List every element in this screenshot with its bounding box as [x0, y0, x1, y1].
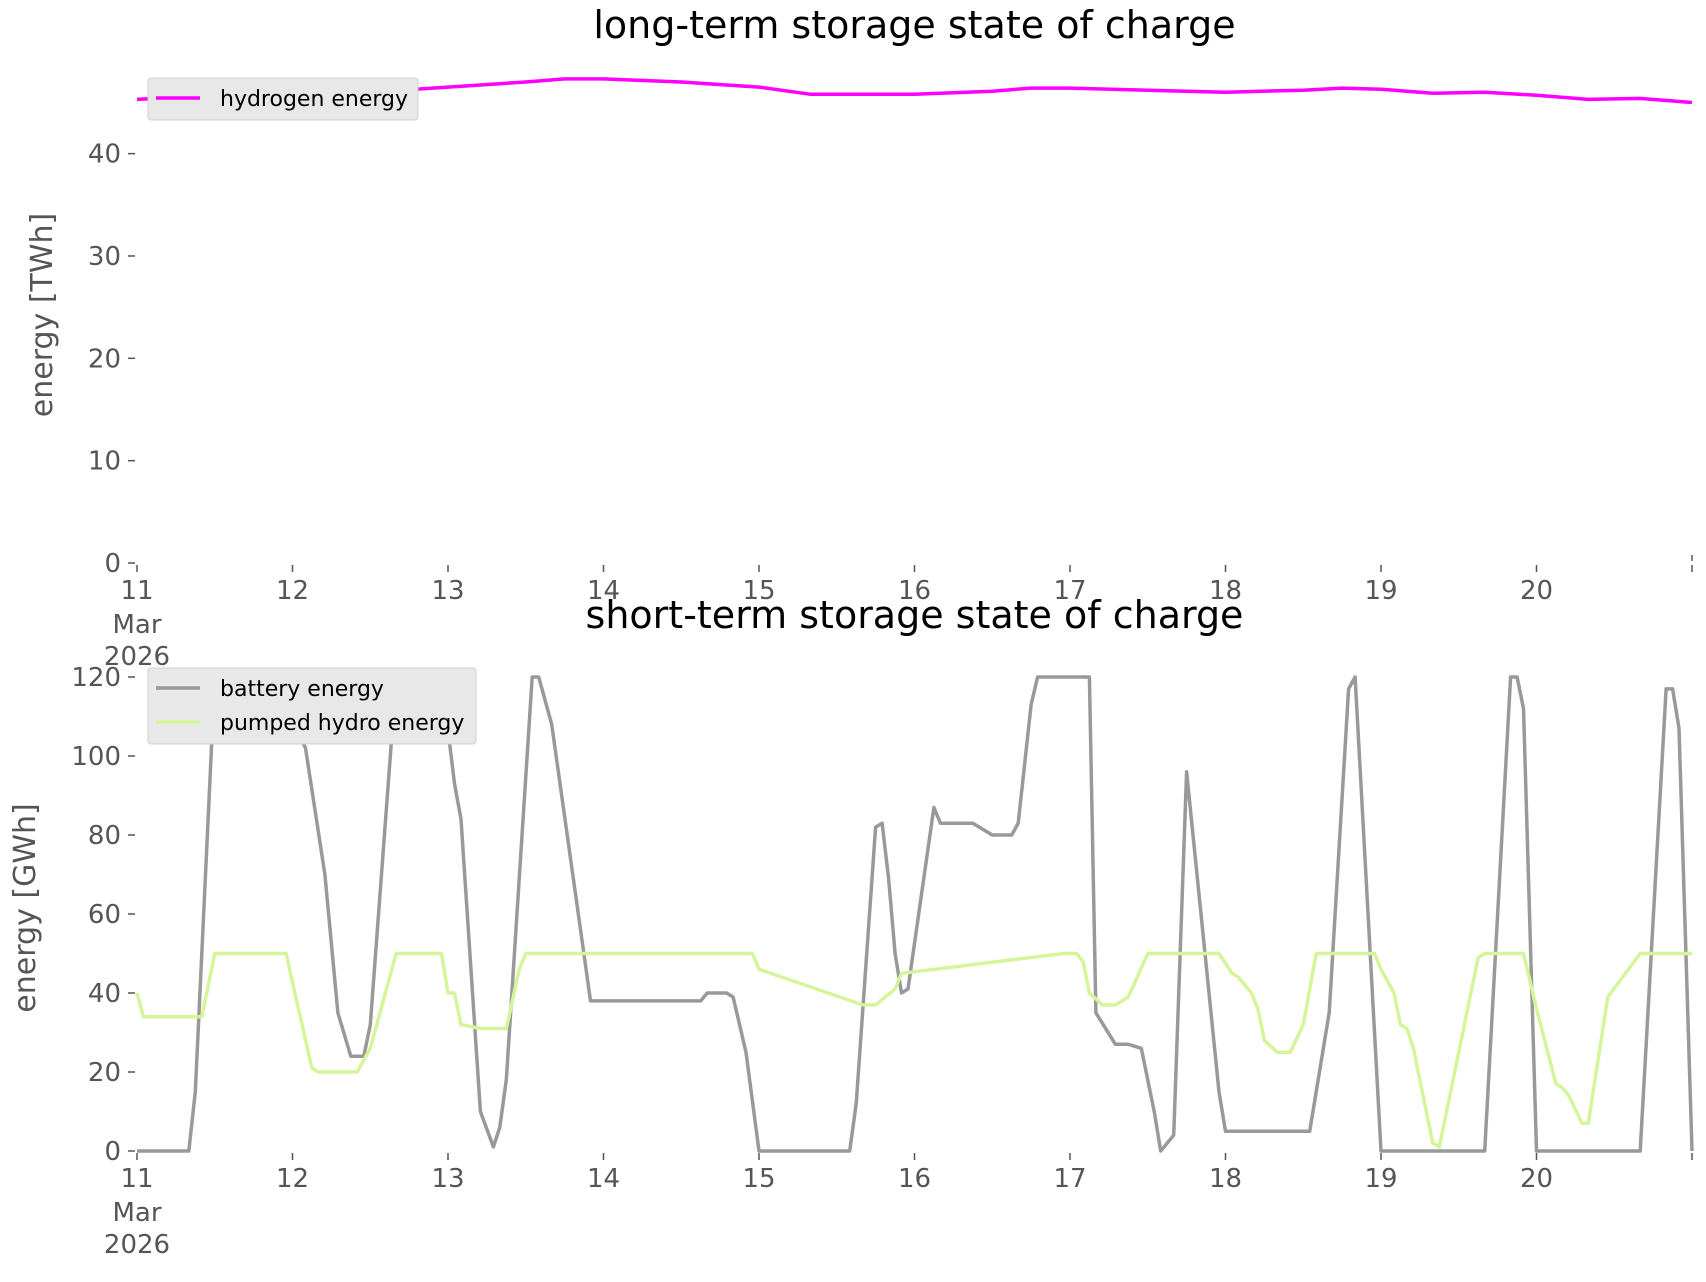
y-tick-label: 100	[71, 742, 121, 772]
y-tick-label: 20	[88, 344, 121, 374]
y-axis-label: energy [GWh]	[8, 803, 43, 1012]
y-tick-label: 10	[88, 447, 121, 477]
y-tick-label: 20	[88, 1058, 121, 1088]
x-tick-sublabel: Mar	[112, 610, 161, 640]
y-tick-label: 120	[71, 663, 121, 693]
legend-box	[147, 77, 419, 121]
x-tick-label: 14	[587, 1164, 620, 1194]
x-tick-label: 16	[898, 576, 931, 606]
y-tick-label: 40	[88, 979, 121, 1009]
y-tick-label: 40	[88, 140, 121, 170]
x-tick-label: 15	[742, 576, 775, 606]
long-term-storage-panel: long-term storage state of charge energy …	[25, 3, 1693, 672]
legend: battery energy pumped hydro energy	[147, 667, 477, 745]
legend: hydrogen energy	[147, 77, 419, 121]
x-tick-label: 19	[1364, 1164, 1397, 1194]
chart-title: long-term storage state of charge	[593, 3, 1235, 47]
x-tick-label: 11	[120, 576, 153, 606]
y-tick-label: 0	[104, 1137, 121, 1167]
x-tick-sublabel: 2026	[104, 1230, 170, 1260]
legend-label: pumped hydro energy	[220, 711, 464, 736]
x-tick-label: 13	[431, 576, 464, 606]
x-tick-label: 15	[742, 1164, 775, 1194]
y-tick-label: 80	[88, 821, 121, 851]
x-tick-label: 18	[1209, 1164, 1242, 1194]
y-tick-label: 60	[88, 900, 121, 930]
x-tick-sublabel: Mar	[112, 1198, 161, 1228]
chart-title: short-term storage state of charge	[586, 593, 1244, 637]
x-tick-label: 13	[431, 1164, 464, 1194]
x-tick-label: 11	[120, 1164, 153, 1194]
legend-label: hydrogen energy	[220, 87, 408, 112]
x-tick-label: 20	[1520, 1164, 1553, 1194]
y-tick-label: 0	[104, 549, 121, 579]
series-line	[136, 77, 1693, 105]
x-tick-label: 12	[276, 576, 309, 606]
x-tick-label: 16	[898, 1164, 931, 1194]
x-tick-label: 12	[276, 1164, 309, 1194]
x-tick-label: 17	[1053, 1164, 1086, 1194]
x-tick-label: 17	[1053, 576, 1086, 606]
legend-label: battery energy	[220, 677, 384, 702]
legend-box	[147, 667, 477, 745]
x-tick-label: 20	[1520, 576, 1553, 606]
x-tick-label: 18	[1209, 576, 1242, 606]
short-term-storage-panel: short-term storage state of charge energy…	[8, 593, 1694, 1260]
y-tick-label: 30	[88, 242, 121, 272]
x-tick-label: 19	[1364, 576, 1397, 606]
series-line	[135, 951, 1692, 1149]
series-line	[137, 675, 1694, 1153]
x-tick-label: 14	[587, 576, 620, 606]
y-axis-label: energy [TWh]	[25, 213, 60, 417]
x-tick-sublabel: 2026	[104, 642, 170, 672]
